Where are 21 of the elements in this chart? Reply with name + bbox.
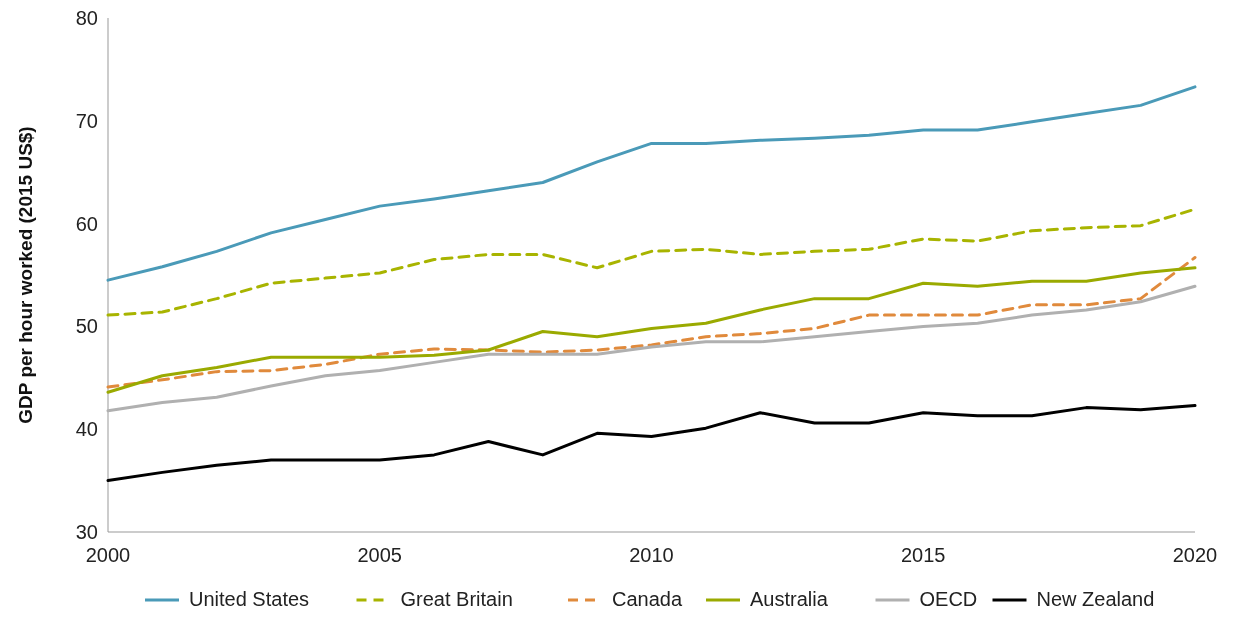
legend-label: Australia bbox=[750, 588, 829, 610]
y-tick-label: 60 bbox=[75, 212, 98, 235]
legend-label: United States bbox=[189, 588, 310, 610]
x-tick-label: 2000 bbox=[85, 544, 131, 566]
x-tick-label: 2015 bbox=[901, 544, 946, 566]
legend-label: OECD bbox=[919, 588, 978, 610]
legend-label: New Zealand bbox=[1036, 588, 1155, 610]
y-tick-label: 80 bbox=[75, 7, 98, 29]
y-tick-label: 70 bbox=[75, 109, 98, 132]
legend-label: Canada bbox=[612, 588, 683, 610]
line-series bbox=[106, 284, 1197, 413]
x-tick-label: 2010 bbox=[629, 544, 674, 566]
x-tick-label: 2005 bbox=[357, 544, 402, 566]
line-series bbox=[106, 85, 1197, 282]
x-tick-label: 2020 bbox=[1172, 544, 1218, 566]
y-tick-label: 30 bbox=[75, 521, 98, 543]
line-series bbox=[106, 404, 1197, 483]
legend-label: Great Britain bbox=[400, 588, 513, 610]
y-tick-label: 50 bbox=[75, 315, 98, 338]
y-tick-label: 40 bbox=[75, 418, 98, 441]
y-axis-title: GDP per hour worked (2015 US$) bbox=[15, 126, 36, 424]
